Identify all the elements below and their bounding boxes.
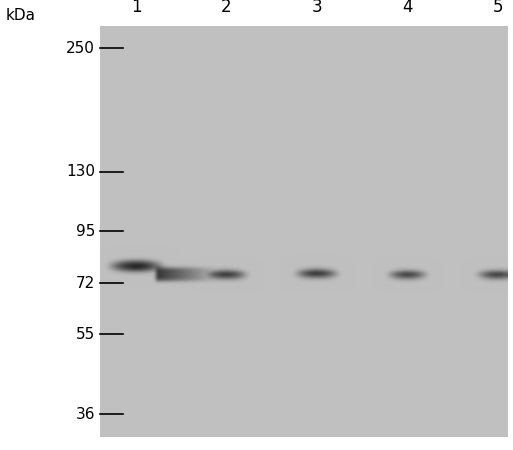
Text: 4: 4 — [402, 0, 412, 16]
Text: 36: 36 — [75, 407, 95, 422]
Text: 55: 55 — [75, 327, 95, 342]
Text: 250: 250 — [66, 41, 95, 56]
Text: 2: 2 — [221, 0, 232, 16]
Text: kDa: kDa — [5, 8, 35, 22]
Bar — [100, 27, 508, 436]
Text: 95: 95 — [75, 224, 95, 239]
Text: 1: 1 — [131, 0, 141, 16]
Text: 130: 130 — [66, 164, 95, 180]
Text: 5: 5 — [492, 0, 503, 16]
Text: 72: 72 — [75, 276, 95, 291]
Text: 3: 3 — [311, 0, 322, 16]
